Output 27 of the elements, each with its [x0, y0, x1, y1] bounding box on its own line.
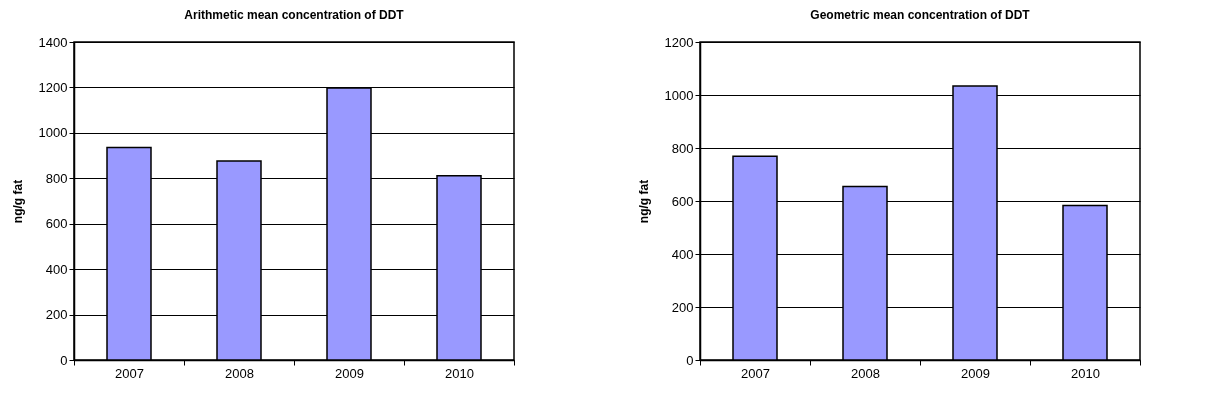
chart-title: Arithmetic mean concentration of DDT [184, 8, 405, 22]
chart-title: Geometric mean concentration of DDT [810, 8, 1031, 22]
x-tick-label: 2007 [115, 365, 144, 381]
y-tick-label: 1000 [38, 125, 68, 141]
x-tick-label: 2009 [961, 365, 990, 381]
y-tick-label: 1000 [664, 87, 694, 103]
y-tick-label: 400 [671, 246, 694, 262]
y-tick-label: 1400 [38, 34, 68, 50]
y-tick-label: 1200 [38, 79, 68, 95]
y-tick-label: 600 [45, 216, 68, 232]
x-tick-label: 2010 [445, 365, 474, 381]
x-tick-label: 2008 [225, 365, 254, 381]
y-tick-label: 200 [45, 307, 68, 323]
y-tick-label: 400 [45, 261, 68, 277]
y-tick-label: 200 [671, 299, 694, 315]
y-tick-label: 0 [686, 352, 694, 368]
y-tick-label: 0 [60, 352, 68, 368]
y-axis-title: ng/g fat [636, 179, 651, 224]
y-axis-title: ng/g fat [10, 179, 25, 224]
y-tick-label: 1200 [664, 34, 694, 50]
x-tick-label: 2009 [335, 365, 364, 381]
y-tick-label: 600 [671, 193, 694, 209]
x-tick-label: 2007 [741, 365, 770, 381]
y-tick-label: 800 [671, 140, 694, 156]
x-tick-label: 2008 [851, 365, 880, 381]
y-tick-label: 800 [45, 170, 68, 186]
x-tick-label: 2010 [1071, 365, 1100, 381]
